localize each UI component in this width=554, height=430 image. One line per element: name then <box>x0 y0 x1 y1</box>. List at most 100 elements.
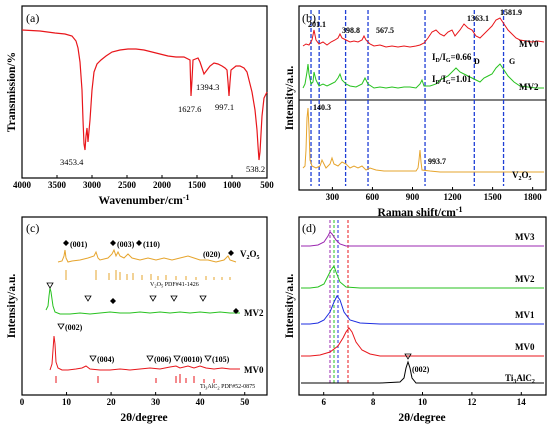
panel-b-ratio-mv0-mid: /I <box>439 52 447 62</box>
panel-a-xlabel-main: Wavenumber/cm <box>99 195 184 207</box>
panel-b-ratio-mv0-value: =0.66 <box>451 52 472 62</box>
panel-b-x-tick-label: 900 <box>406 192 420 202</box>
panel-d-legend-ti3alc2: Ti3AlC2 <box>505 373 535 385</box>
panel-c-x-tick-label: 40 <box>196 397 206 407</box>
panel-b-series-mv2 <box>302 63 544 89</box>
panel-c-ref-label-v2o5: V2O5 PDF#41-1426 <box>150 282 199 289</box>
panel-b-ratio-mv2-sub1: D <box>436 80 441 86</box>
panel-a-annotation-997: 997.1 <box>215 102 234 112</box>
panel-b-ratio-mv0-sub1: D <box>436 58 441 64</box>
panel-b-x-tick-label: 300 <box>326 192 340 202</box>
panel-c-x-tick-label: 50 <box>240 397 250 407</box>
panel-a-x-tick-label: 3500 <box>48 180 67 190</box>
panel-a-x-tick-label: 4000 <box>13 180 32 190</box>
panel-c-peak-0010: (0010) <box>181 355 203 364</box>
panel-b-x-tick-label: 1800 <box>524 192 543 202</box>
panel-c-peak-006: (006) <box>154 355 172 364</box>
panel-b-ylabel: Intensity/a.u. <box>284 66 296 131</box>
panel-b-ratio-mv0-lead: I <box>432 52 436 62</box>
panel-b-series-v2o5 <box>302 107 544 173</box>
panel-d-peak-002: (002) <box>412 365 430 374</box>
panel-a-x-tick-label: 2500 <box>118 180 137 190</box>
triangle-down-icon <box>149 295 157 302</box>
panel-c-ref-sticks-v2o5 <box>65 270 231 280</box>
diamond-icon <box>110 298 116 304</box>
panel-c-x-tick-label: 10 <box>62 397 72 407</box>
panel-b-ratio-mv0-sub2: G <box>446 58 451 64</box>
panel-b-ratio-mv2-lead: I <box>432 74 436 84</box>
panel-a-x-tick-label: 3000 <box>83 180 102 190</box>
triangle-down-icon <box>199 295 207 302</box>
panel-a-curve <box>21 29 268 161</box>
panel-c-ref-sticks-ti3alc2 <box>55 374 215 383</box>
panel-c-xlabel: 2θ/degree <box>120 412 167 424</box>
panel-a-x-tick-label: 1000 <box>223 180 242 190</box>
panel-d-x-tick-label: 8 <box>371 397 376 407</box>
panel-b-x-tick-label: 600 <box>366 192 380 202</box>
panel-c-legend-v2o5: V2O5 <box>240 249 260 261</box>
panel-d-xlabel: 2θ/degree <box>398 412 445 424</box>
diamond-icon <box>136 240 142 246</box>
panel-c-legend-mv2: MV2 <box>244 308 264 318</box>
panel-b-ratio-mv2-value: =1.01 <box>451 74 472 84</box>
panel-b-annotation-567: 567.5 <box>376 26 394 35</box>
triangle-down-icon <box>173 355 181 362</box>
panel-c-peak-105: (105) <box>212 355 230 364</box>
panel-d-series-mv3 <box>301 231 544 247</box>
panel-b-xticks: 300 600 900 1200 1500 1800 <box>326 187 543 202</box>
panel-c-label: (c) <box>26 221 39 235</box>
panel-b-legend-v2o5: V2O5 <box>512 170 532 182</box>
panel-a-annotation-1394: 1394.3 <box>196 82 219 92</box>
panel-d-x-tick-label: 10 <box>418 397 428 407</box>
panel-d-series-mv0 <box>301 327 544 357</box>
panel-a-annotation-1627: 1627.6 <box>178 104 201 114</box>
triangle-down-icon <box>146 355 154 362</box>
triangle-down-icon <box>170 295 178 302</box>
panel-b-frame <box>298 5 547 191</box>
panel-b-annotation-201: 201.1 <box>308 20 326 29</box>
panel-a-label: (a) <box>26 11 39 25</box>
panel-c-triangle-markers <box>46 282 212 362</box>
triangle-down-icon <box>46 282 54 289</box>
panel-d-legend-mv3: MV3 <box>515 232 535 242</box>
panel-c-series-mv2 <box>45 287 240 315</box>
panel-c-x-tick-label: 30 <box>151 397 161 407</box>
panel-c-peak-002: (002) <box>65 323 83 332</box>
panel-c-ylabel: Intensity/a.u. <box>6 274 18 339</box>
panel-c-peak-020: (020) <box>203 250 221 259</box>
panel-c-peak-004: (004) <box>97 355 115 364</box>
panel-c-series-v2o5 <box>57 248 237 263</box>
panel-a-xticks: 4000 3500 3000 2500 2000 1500 1000 500 <box>13 175 274 190</box>
panel-b-annotation-d: D <box>474 57 480 66</box>
panel-d-legend-mv0: MV0 <box>515 342 535 352</box>
panel-c-x-tick-label: 0 <box>20 397 25 407</box>
panel-d-series-mv2 <box>301 264 544 289</box>
panel-b-label: (b) <box>302 11 316 25</box>
panel-b-ratio-mv2-sub2: G <box>446 80 451 86</box>
panel-b-legend-mv0: MV0 <box>519 39 539 49</box>
panel-b-annotation-140: 140.3 <box>313 103 331 112</box>
panel-b-x-tick-label: 1200 <box>444 192 463 202</box>
panel-d-x-tick-label: 6 <box>321 397 326 407</box>
panel-d-label: (d) <box>302 221 316 235</box>
triangle-down-icon <box>84 295 92 302</box>
panel-c-x-tick-label: 20 <box>107 397 117 407</box>
panel-a-annotation-3453: 3453.4 <box>60 157 84 167</box>
diamond-icon <box>63 240 69 246</box>
panel-a-frame <box>21 5 268 179</box>
panel-d-series-mv1 <box>301 295 544 325</box>
triangle-down-icon <box>57 323 65 330</box>
panel-a-x-tick-label: 500 <box>260 180 274 190</box>
panel-d: (d) Intensity/a.u. 2θ/degree 6 8 10 12 14 (0… <box>284 216 547 424</box>
panel-b-ratio-mv0: ID/IG=0.66 <box>432 52 472 64</box>
panel-b-ratio-mv2-mid: /I <box>439 74 447 84</box>
panel-c-legend-mv0: MV0 <box>244 365 264 375</box>
panel-c-peak-110: (110) <box>143 240 160 249</box>
panel-b-xlabel-sup: -1 <box>456 205 463 214</box>
panel-c-diamond-markers <box>63 240 239 314</box>
panel-a: (a) Transmission/% Wavenumber/cm-1 4000 3… <box>6 5 274 207</box>
panel-c-ref-label-ti3alc2: Ti3AlC2 PDF#52-0875 <box>200 384 255 391</box>
panel-c-frame <box>21 216 268 396</box>
panel-b: (b) Intensity/a.u. Raman shift/cm-1 300 6… <box>284 5 547 219</box>
